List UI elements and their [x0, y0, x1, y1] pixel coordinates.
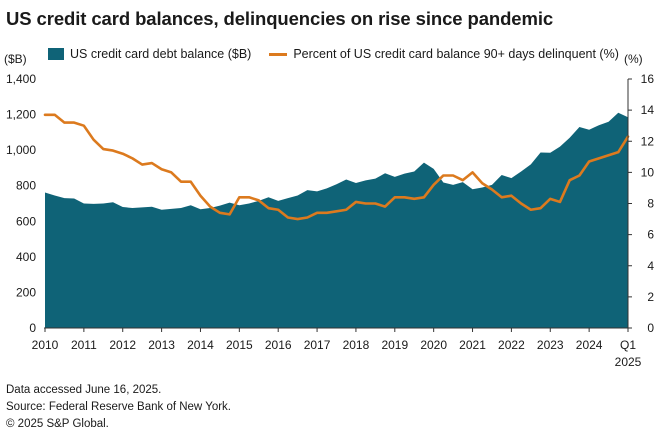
left-tick-label: 1,400 — [6, 72, 36, 86]
x-tick-label: 2015 — [226, 338, 253, 352]
left-tick-label: 200 — [16, 285, 36, 299]
x-tick-label: 2023 — [537, 338, 564, 352]
right-tick-label: 2 — [647, 290, 654, 304]
chart-title: US credit card balances, delinquencies o… — [6, 8, 554, 29]
footer-copyright: © 2025 S&P Global. — [6, 418, 109, 430]
x-tick-sublabel: 2025 — [615, 355, 642, 369]
left-tick-label: 0 — [29, 321, 36, 335]
x-tick-label: 2019 — [381, 338, 408, 352]
legend-swatch-balance — [48, 48, 64, 60]
right-tick-label: 8 — [647, 197, 654, 211]
right-tick-label: 10 — [641, 165, 655, 179]
x-tick-label: 2010 — [32, 338, 59, 352]
x-tick-label: 2024 — [576, 338, 603, 352]
left-axis-unit: ($B) — [4, 52, 27, 66]
right-tick-label: 0 — [647, 321, 654, 335]
x-tick-label: 2012 — [109, 338, 136, 352]
legend-label-delinquency: Percent of US credit card balance 90+ da… — [293, 47, 619, 61]
right-tick-label: 14 — [641, 103, 655, 117]
delinquency-line — [43, 113, 630, 221]
x-tick-label: 2011 — [71, 338, 97, 352]
axes: 0 200 400 600 800 1,000 1,200 1,400 0 2 4 6 8 10 12 14 1… — [6, 72, 654, 369]
x-tick-label: 2021 — [459, 338, 486, 352]
x-tick-label: 2016 — [265, 338, 292, 352]
plot-area — [43, 112, 630, 328]
right-tick-label: 4 — [647, 259, 654, 273]
left-tick-label: 1,000 — [6, 143, 36, 157]
x-tick-label: 2020 — [420, 338, 447, 352]
left-tick-label: 800 — [16, 179, 36, 193]
left-tick-label: 400 — [16, 250, 36, 264]
left-tick-label: 600 — [16, 214, 36, 228]
legend-swatch-delinquency — [269, 52, 288, 56]
x-tick-label: 2017 — [304, 338, 331, 352]
right-tick-label: 16 — [641, 72, 655, 86]
right-axis-unit: (%) — [624, 52, 643, 66]
right-tick-label: 6 — [647, 228, 654, 242]
right-tick-label: 12 — [641, 134, 655, 148]
left-tick-label: 1,200 — [6, 108, 36, 122]
chart-legend: US credit card debt balance ($B) Percent… — [48, 47, 637, 61]
x-tick-label: 2014 — [187, 338, 214, 352]
legend-item-balance: US credit card debt balance ($B) — [48, 47, 251, 61]
x-tick-label: 2013 — [148, 338, 175, 352]
x-tick-label: 2018 — [343, 338, 370, 352]
x-tick-label: 2022 — [498, 338, 525, 352]
balance-area — [45, 112, 628, 328]
legend-label-balance: US credit card debt balance ($B) — [70, 47, 252, 61]
footer-source: Source: Federal Reserve Bank of New York… — [6, 401, 232, 413]
x-tick-label: Q1 — [620, 338, 636, 352]
legend-item-delinquency: Percent of US credit card balance 90+ da… — [269, 47, 619, 61]
footer-data-accessed: Data accessed June 16, 2025. — [6, 384, 162, 396]
